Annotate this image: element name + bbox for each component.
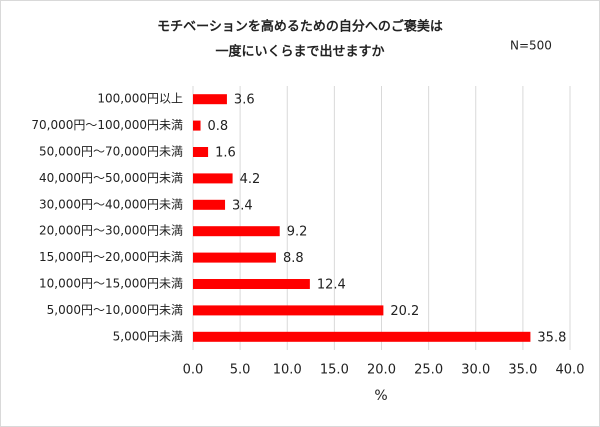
- data-label: 12.4: [317, 278, 346, 293]
- bar: [193, 94, 227, 105]
- y-tick-label: 50,000円～70,000円未満: [39, 145, 183, 159]
- data-label: 3.6: [234, 93, 255, 108]
- data-label: 35.8: [537, 330, 566, 345]
- data-label: 4.2: [240, 172, 261, 187]
- x-tick-label: 0.0: [183, 363, 204, 378]
- y-tick-label: 10,000円～15,000円未満: [39, 277, 183, 291]
- y-tick-label: 100,000円以上: [97, 92, 183, 106]
- data-label: 1.6: [215, 146, 236, 161]
- data-label: 20.2: [390, 304, 419, 319]
- data-label: 3.4: [232, 198, 253, 213]
- bar: [193, 226, 280, 237]
- annotation: N=500: [510, 39, 552, 53]
- bar: [193, 199, 226, 210]
- x-tick-label: 20.0: [367, 363, 396, 378]
- y-tick-label: 15,000円～20,000円未満: [39, 250, 183, 264]
- chart-title: 一度にいくらまで出せますか: [215, 44, 384, 60]
- x-tick-label: 5.0: [230, 363, 251, 378]
- bar: [193, 252, 276, 263]
- x-tick-label: 15.0: [320, 363, 349, 378]
- data-label: 0.8: [208, 119, 229, 134]
- data-label: 8.8: [283, 251, 304, 266]
- bar: [193, 120, 201, 131]
- y-tick-label: 30,000円～40,000円未満: [39, 197, 183, 211]
- x-tick-label: 25.0: [414, 363, 443, 378]
- y-tick-label: 40,000円～50,000円未満: [39, 171, 183, 185]
- y-tick-label: 5,000円未満: [113, 329, 183, 343]
- y-tick-label: 20,000円～30,000円未満: [39, 224, 183, 238]
- x-tick-label: 40.0: [556, 363, 585, 378]
- x-tick-label: 35.0: [508, 363, 537, 378]
- bar: [193, 147, 209, 157]
- chart-title: モチベーションを高めるための自分へのご褒美は: [157, 19, 443, 35]
- y-tick-label: 70,000円～100,000円未満: [31, 118, 183, 132]
- bar: [193, 279, 310, 289]
- data-label: 9.2: [287, 225, 308, 240]
- x-tick-label: 10.0: [273, 363, 302, 378]
- bar: [193, 305, 384, 316]
- bar: [193, 173, 233, 184]
- bar: [193, 331, 531, 342]
- x-tick-label: 30.0: [461, 363, 490, 378]
- y-tick-label: 5,000円～10,000円未満: [47, 303, 183, 317]
- x-axis-label: %: [374, 388, 387, 404]
